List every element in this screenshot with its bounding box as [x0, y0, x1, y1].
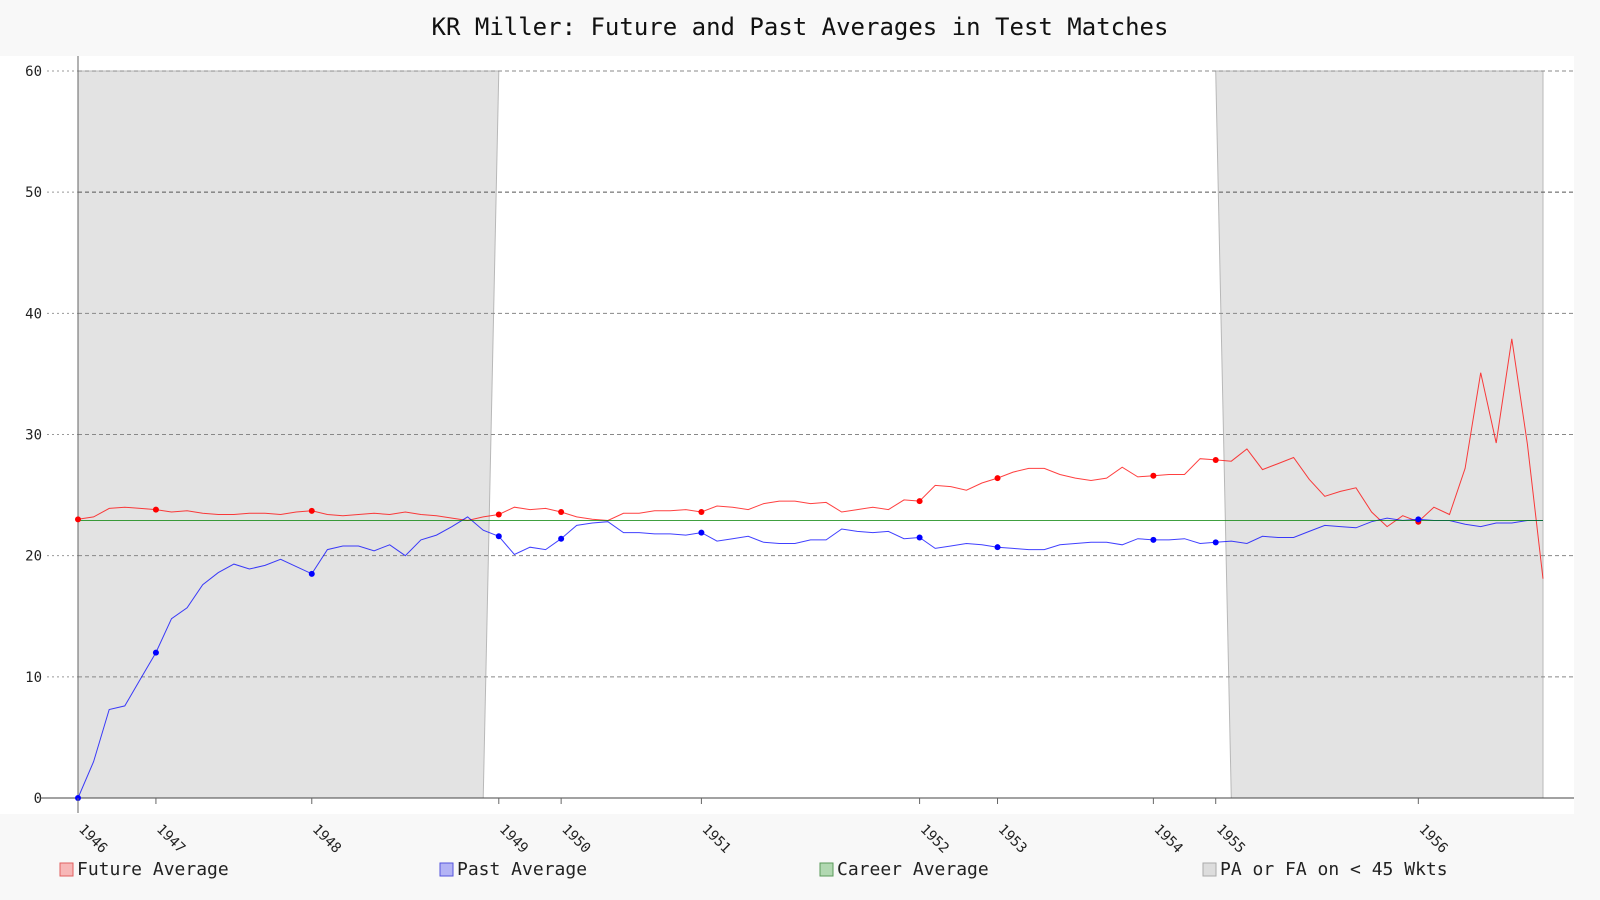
marker-future-average	[916, 498, 923, 505]
series-line-past-average	[77, 516, 1543, 799]
marker-past-average	[558, 535, 565, 542]
marker-past-average	[495, 533, 502, 540]
x-tick-label-1955: 1955	[1213, 822, 1248, 857]
marker-future-average	[75, 516, 81, 523]
marker-future-average	[698, 509, 705, 516]
x-tick-label-1954: 1954	[1151, 822, 1186, 857]
marker-past-average	[1415, 516, 1422, 523]
legend-label: Future Average	[77, 859, 229, 880]
legend-label: Past Average	[457, 859, 587, 880]
x-tick-label-1950: 1950	[558, 822, 593, 857]
x-tick-label-1947: 1947	[153, 822, 188, 857]
marker-past-average	[1150, 536, 1157, 543]
legend-swatch	[439, 862, 454, 877]
y-tick-label: 40	[25, 306, 42, 322]
legend-label: Career Average	[837, 859, 989, 880]
chart-title: KR Miller: Future and Past Averages in T…	[432, 13, 1169, 41]
legend-swatch	[819, 862, 834, 877]
axes	[40, 56, 1574, 813]
y-tick-label: 10	[25, 670, 42, 686]
x-tick-label-1946: 1946	[75, 822, 110, 857]
marker-past-average	[152, 649, 159, 656]
marker-future-average	[152, 506, 159, 513]
x-tick-label-1951: 1951	[699, 822, 734, 857]
legend-swatch	[1202, 862, 1217, 877]
marker-future-average	[1212, 456, 1219, 463]
legend-label: PA or FA on < 45 Wkts	[1220, 859, 1448, 880]
x-tick-label-1948: 1948	[309, 822, 344, 857]
marker-past-average	[1212, 539, 1219, 546]
y-tick-label: 50	[25, 185, 42, 201]
x-tick-label-1952: 1952	[917, 822, 952, 857]
marker-future-average	[495, 511, 502, 518]
series-markers	[75, 456, 1422, 801]
marker-future-average	[1150, 472, 1157, 479]
y-tick-label: 60	[25, 64, 42, 80]
marker-past-average	[308, 570, 315, 577]
y-tick-label: 30	[25, 428, 42, 444]
gridlines: 0 10 20 30 40 50 60	[25, 64, 1573, 807]
marker-future-average	[308, 507, 315, 514]
x-tick-label-1949: 1949	[496, 822, 531, 857]
x-tick-label-1953: 1953	[995, 822, 1030, 857]
y-tick-label: 0	[34, 791, 42, 807]
marker-future-average	[994, 475, 1001, 482]
marker-future-average	[558, 509, 565, 516]
marker-past-average	[916, 534, 923, 541]
x-tick-label-1956: 1956	[1415, 822, 1450, 857]
series-lines	[77, 338, 1544, 799]
y-tick-label: 20	[25, 549, 42, 565]
legend: Future Average Past Average Career Average…	[59, 859, 1448, 880]
marker-past-average	[994, 544, 1001, 551]
marker-past-average	[698, 529, 705, 536]
series-line-future-average	[77, 338, 1544, 579]
legend-swatch	[59, 862, 74, 877]
